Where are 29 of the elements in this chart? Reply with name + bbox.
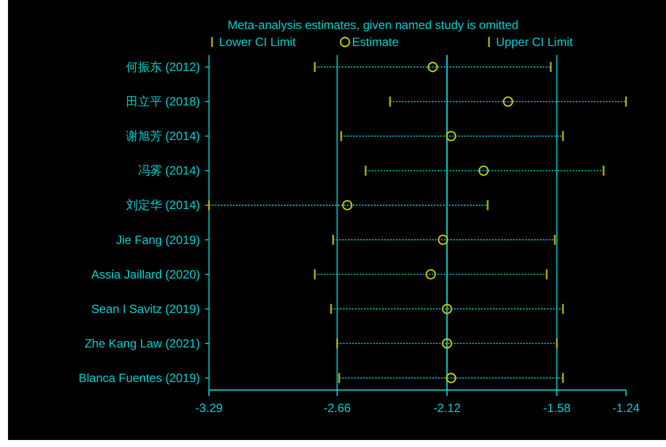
y-tick-label: 冯雾 (2014)	[138, 164, 200, 178]
point	[428, 62, 438, 72]
x-tick-label: -1.24	[612, 401, 640, 415]
point	[442, 338, 452, 349]
point	[502, 96, 514, 107]
point	[446, 372, 456, 384]
y-tick-label: Blanca Fuentes (2019)	[78, 371, 200, 385]
y-tick-label: Jie Fang (2019)	[116, 232, 200, 247]
point	[478, 165, 489, 176]
x-tick-label: -3.29	[195, 401, 223, 415]
y-tick-label: Sean I Savitz (2019)	[91, 302, 200, 316]
x-tick-label: -1.58	[543, 401, 571, 415]
point	[446, 130, 456, 142]
x-tick-label: -2.12	[433, 401, 461, 415]
point	[438, 234, 448, 245]
point	[342, 200, 353, 210]
point	[426, 269, 436, 280]
y-tick-label: 何振东 (2012)	[126, 60, 200, 74]
legend-title: Meta-analysis estimates, given named study is omitted	[228, 18, 518, 32]
y-tick-label: Assia Jaillard (2020)	[91, 267, 200, 282]
y-tick-label: 谢旭芳 (2014)	[126, 129, 200, 144]
text: Upper CI Limit	[496, 35, 574, 49]
point	[442, 304, 452, 314]
legend-label: Estimate	[352, 35, 400, 49]
y-tick-label: 刘定华 (2014)	[126, 198, 200, 212]
text: Lower CI Limit	[219, 35, 296, 49]
y-tick-label: Zhe Kang Law (2021)	[84, 336, 200, 350]
x-tick-label: -2.66	[323, 401, 352, 415]
y-tick-label: 田立平 (2018)	[126, 94, 200, 109]
